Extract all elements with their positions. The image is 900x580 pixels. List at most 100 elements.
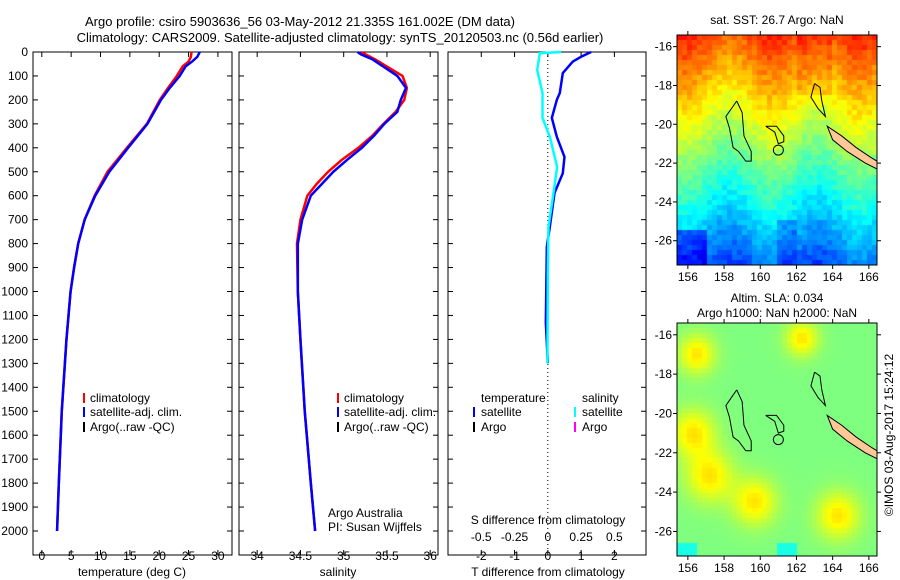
depth-tick-label: 1600	[1, 428, 28, 442]
s-diff-xlabel: S difference from climatology	[471, 513, 626, 527]
lat-tick-label: -18	[655, 367, 673, 381]
x-tick-label: 10	[94, 549, 108, 563]
legend-label: Argo	[582, 420, 608, 434]
lon-tick-label: 162	[786, 561, 806, 575]
x-tick-label: 34.5	[289, 549, 313, 563]
depth-tick-label: 1500	[1, 404, 28, 418]
lon-tick-label: 160	[750, 270, 770, 284]
salinity-xlabel: salinity	[320, 565, 357, 579]
series-line-satellite	[296, 50, 408, 532]
depth-tick-label: 400	[8, 141, 28, 155]
lon-tick-label: 156	[678, 561, 698, 575]
s-tick-label: 0	[544, 530, 551, 544]
lon-tick-label: 162	[786, 270, 806, 284]
t-diff-xlabel: T difference from climatology	[471, 565, 625, 579]
difference-legend: temperature satellite Argo salinity sate…	[473, 391, 623, 434]
legend-label: satellite	[481, 405, 522, 419]
x-tick-label: 5	[68, 549, 75, 563]
annotation-pi: PI: Susan Wijffels	[328, 520, 422, 534]
figure-title-line2: Climatology: CARS2009. Satellite-adjuste…	[77, 30, 604, 45]
lat-tick-label: -24	[655, 485, 673, 499]
depth-tick-label: 100	[8, 69, 28, 83]
legend-label: Argo(..raw -QC)	[344, 420, 429, 434]
temperature-legend: climatology satellite-adj. clim. Argo(..…	[83, 391, 182, 434]
temperature-panel: 0100200300400500600700800900100011001200…	[1, 45, 233, 563]
figure-title-line1: Argo profile: csiro 5903636_56 03-May-20…	[85, 14, 515, 29]
depth-tick-label: 1700	[1, 452, 28, 466]
x-tick-label: 1	[578, 549, 585, 563]
sla-map-axes: 156 158 160 162 164 166 -16 -18 -20 -22 -24 -26	[655, 328, 880, 575]
depth-tick-label: 900	[8, 261, 28, 275]
annotation-argo-australia: Argo Australia	[328, 506, 403, 520]
lon-tick-label: 158	[714, 270, 734, 284]
depth-tick-label: 600	[8, 189, 28, 203]
salinity-legend: climatology satellite-adj. clim. Argo(..…	[328, 391, 436, 534]
s-tick-label: -0.25	[501, 530, 529, 544]
depth-tick-label: 1200	[1, 332, 28, 346]
sst-map-title: sat. SST: 26.7 Argo: NaN	[710, 13, 843, 27]
temperature-xlabel: temperature (deg C)	[78, 565, 186, 579]
series-line-satellite	[55, 51, 201, 532]
depth-tick-label: 2000	[1, 524, 28, 538]
x-tick-label: 0	[38, 549, 45, 563]
legend-label: satellite-adj. clim.	[90, 405, 182, 419]
legend-label: Argo(..raw -QC)	[90, 420, 175, 434]
lon-tick-label: 166	[859, 270, 879, 284]
lat-tick-label: -22	[655, 446, 673, 460]
legend-label: Argo	[481, 420, 507, 434]
depth-tick-label: 1800	[1, 476, 28, 490]
legend-label: satellite	[582, 405, 623, 419]
lat-tick-label: -20	[655, 406, 673, 420]
x-tick-label: 0	[544, 549, 551, 563]
lat-tick-label: -24	[655, 195, 673, 209]
depth-tick-label: 300	[8, 117, 28, 131]
s-tick-label: 0.5	[606, 530, 623, 544]
x-tick-label: 2	[611, 549, 618, 563]
depth-tick-label: 0	[21, 45, 28, 59]
lat-tick-label: -26	[655, 524, 673, 538]
salinity-panel: 34 34.5 35 35.5 36	[238, 50, 439, 563]
depth-tick-label: 1300	[1, 356, 28, 370]
lat-tick-label: -16	[655, 328, 673, 342]
lat-tick-label: -22	[655, 156, 673, 170]
imos-credit: ©IMOS 03-Aug-2017 15:24:12	[882, 354, 896, 517]
x-tick-label: 35	[337, 549, 351, 563]
difference-panel: -2 -1 0 1 2 -0.5 -0.25 0 0.25 0.5	[447, 50, 647, 563]
x-tick-label: -2	[476, 549, 487, 563]
x-tick-label: 25	[182, 549, 196, 563]
lon-tick-label: 164	[823, 561, 843, 575]
depth-tick-label: 1000	[1, 285, 28, 299]
legend-title-temperature: temperature	[481, 391, 546, 405]
lon-tick-label: 164	[823, 270, 843, 284]
plot-frame	[32, 51, 233, 556]
s-tick-label: -0.5	[471, 530, 492, 544]
series-line-s-satellite	[535, 50, 562, 364]
lat-tick-label: -16	[655, 40, 673, 54]
lon-tick-label: 158	[714, 561, 734, 575]
lon-tick-label: 156	[678, 270, 698, 284]
lat-tick-label: -18	[655, 78, 673, 92]
depth-tick-label: 1400	[1, 380, 28, 394]
lat-tick-label: -20	[655, 117, 673, 131]
depth-tick-label: 1900	[1, 500, 28, 514]
legend-label: satellite-adj. clim.	[344, 405, 436, 419]
sst-map	[677, 35, 877, 265]
lon-tick-label: 160	[750, 561, 770, 575]
sla-map	[677, 323, 877, 556]
x-tick-label: 35.5	[375, 549, 399, 563]
depth-tick-label: 800	[8, 237, 28, 251]
plot-frame	[238, 51, 439, 556]
legend-label: climatology	[90, 391, 150, 405]
depth-tick-label: 500	[8, 165, 28, 179]
sla-map-title2: Argo h1000: NaN h2000: NaN	[697, 306, 857, 320]
s-tick-label: 0.25	[569, 530, 593, 544]
x-tick-label: 20	[153, 549, 167, 563]
lon-tick-label: 166	[859, 561, 879, 575]
legend-label: climatology	[344, 391, 404, 405]
x-tick-label: 30	[211, 549, 225, 563]
depth-tick-label: 200	[8, 93, 28, 107]
depth-tick-label: 700	[8, 213, 28, 227]
x-tick-label: -1	[509, 549, 520, 563]
depth-tick-label: 1100	[2, 308, 28, 322]
